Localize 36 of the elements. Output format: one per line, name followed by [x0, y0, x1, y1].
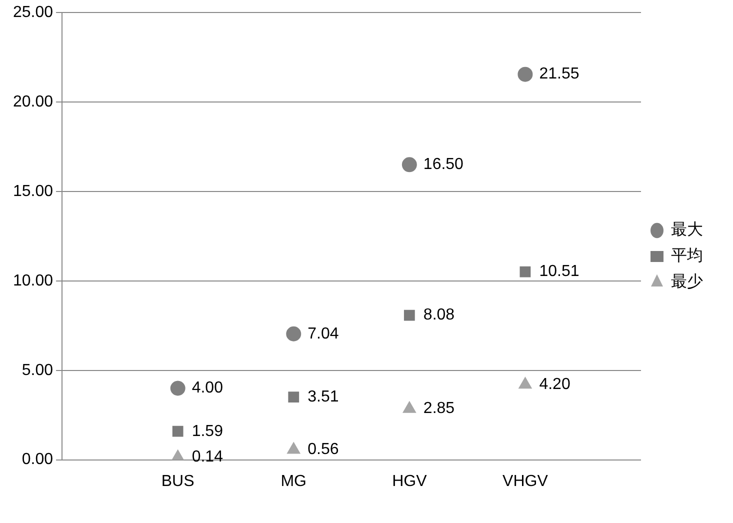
data-label: 7.04: [308, 325, 339, 342]
point: [170, 380, 186, 396]
data-label: 1.59: [192, 422, 224, 440]
data-label: 16.50: [423, 156, 464, 174]
legend-label: 平均: [671, 246, 703, 265]
x-tick-label: MG: [280, 472, 307, 490]
data-label: 0.56: [308, 441, 339, 458]
y-tick-label: 5.00: [22, 362, 54, 379]
x-tick-label: HGV: [392, 472, 428, 490]
data-label: 21.55: [539, 66, 580, 83]
point: [404, 310, 415, 321]
data-label: 4.20: [539, 376, 570, 394]
point: [518, 377, 532, 389]
legend-label: 最大: [671, 220, 703, 239]
point: [402, 401, 416, 413]
y-tick-label: 25.00: [12, 4, 54, 22]
point: [518, 66, 533, 82]
data-label: 4.00: [192, 380, 224, 397]
point: [402, 157, 417, 172]
y-tick-label: 15.00: [12, 182, 54, 200]
point: [172, 426, 184, 437]
data-label: 10.51: [539, 263, 580, 280]
y-tick-label: 10.00: [12, 272, 54, 290]
data-label: 8.08: [423, 306, 455, 324]
y-tick-label: 20.00: [12, 93, 54, 110]
x-tick-label: VHGV: [502, 472, 548, 490]
data-label: 2.85: [423, 400, 455, 418]
x-tick-label: BUS: [161, 472, 194, 490]
y-tick-label: 0.00: [22, 451, 54, 468]
legend-label: 最少: [671, 272, 703, 291]
point: [520, 266, 531, 278]
point: [286, 326, 302, 342]
point: [287, 442, 300, 454]
data-label: 3.51: [308, 388, 339, 406]
data-label: 0.14: [192, 448, 224, 466]
point: [288, 392, 300, 402]
